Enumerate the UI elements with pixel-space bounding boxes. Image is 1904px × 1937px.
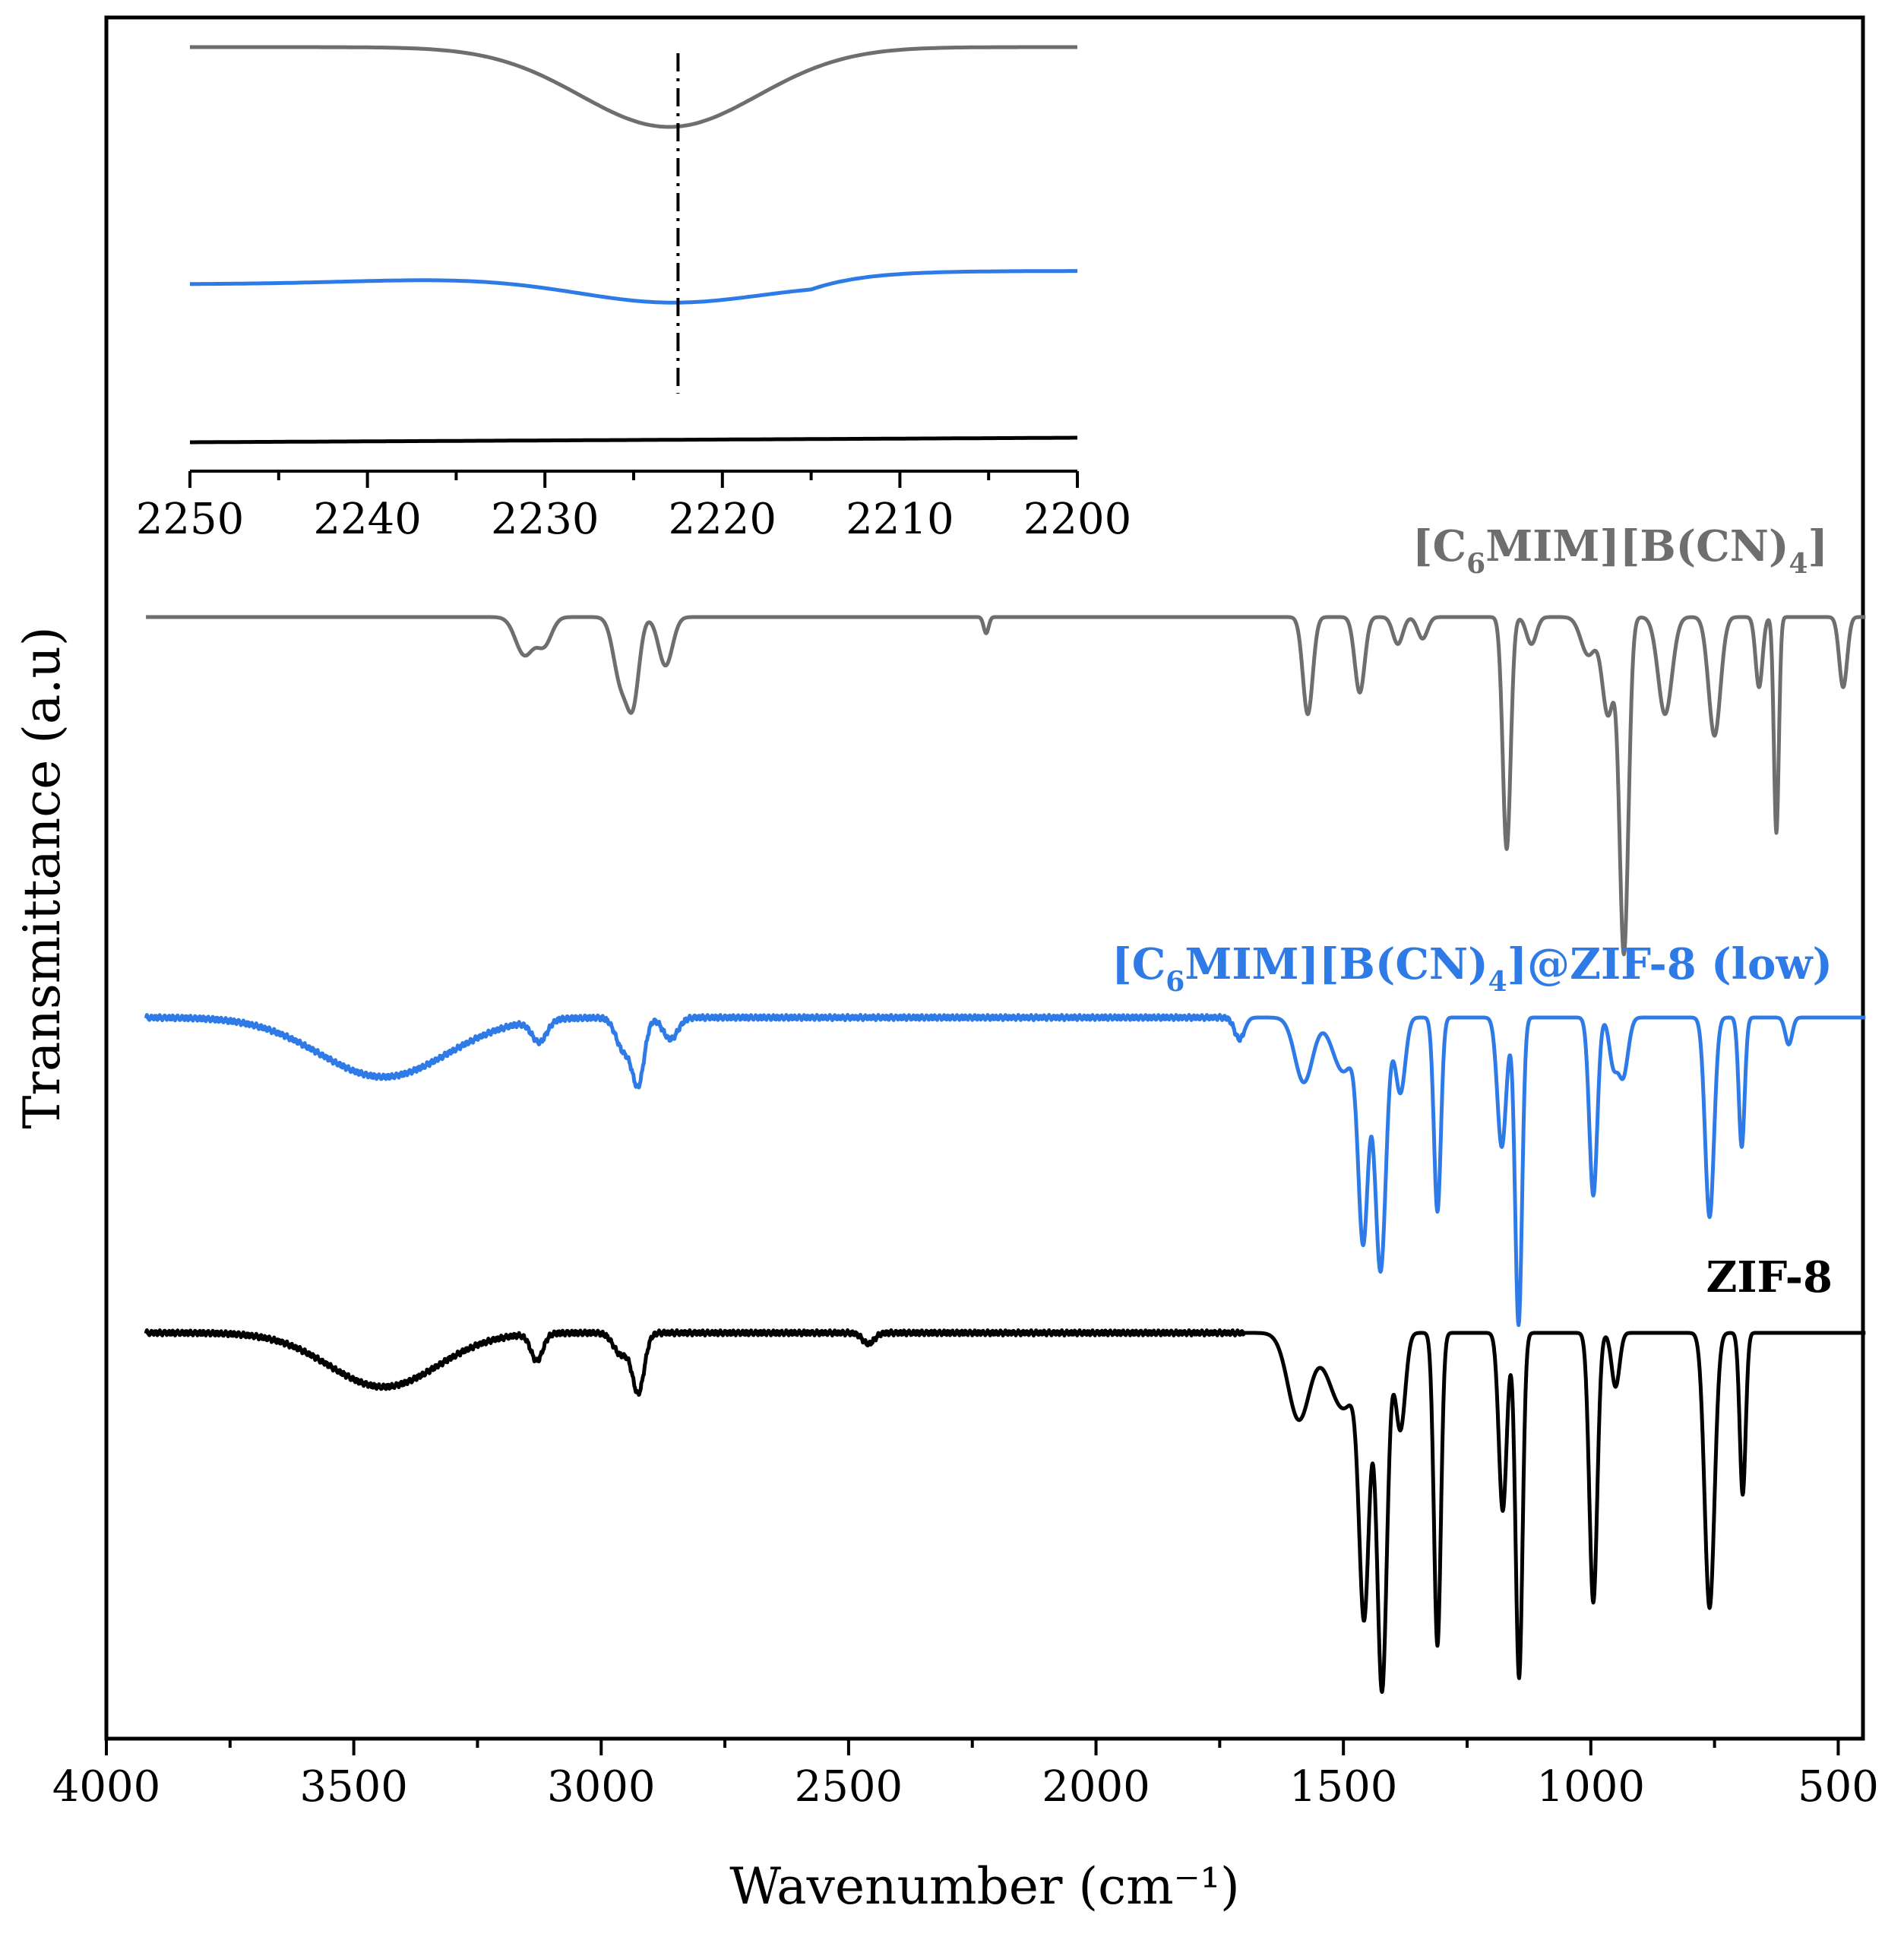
x-tick-label: 500 — [1798, 1762, 1879, 1812]
series-line-2 — [144, 1328, 1868, 1695]
x-tick-label: 4000 — [52, 1762, 161, 1812]
inset-tick-label: 2240 — [313, 495, 422, 544]
inset-series-line-2 — [190, 435, 1077, 445]
inset-tick-label: 2230 — [491, 495, 599, 544]
inset-tick-label: 2220 — [669, 495, 777, 544]
series-label-zif8: ZIF-8 — [1706, 1252, 1833, 1302]
main-series-group — [144, 615, 1868, 1695]
series-line-1 — [144, 1013, 1868, 1328]
inset-chart: 2250 2240 2230 2220 2210 2200 — [136, 45, 1132, 544]
y-axis-title: Transmittance (a.u) — [13, 626, 71, 1128]
series-line-0 — [144, 615, 1868, 957]
x-tick-label: 2000 — [1042, 1762, 1150, 1812]
x-tick-label: 3000 — [547, 1762, 656, 1812]
inset-series-line-1 — [190, 269, 1077, 305]
x-tick-label: 2500 — [795, 1762, 903, 1812]
x-tick-label: 1000 — [1537, 1762, 1646, 1812]
inset-x-ticks: 2250 2240 2230 2220 2210 2200 — [136, 471, 1132, 544]
inset-tick-label: 2250 — [136, 495, 245, 544]
inset-tick-label: 2200 — [1023, 495, 1132, 544]
x-tick-label: 1500 — [1289, 1762, 1398, 1812]
plot-frame — [104, 15, 1865, 1741]
x-tick-label: 3500 — [299, 1762, 408, 1812]
x-axis-title: Wavenumber (cm⁻¹) — [729, 1857, 1240, 1916]
inset-series-group — [190, 45, 1077, 445]
series-label-composite: [C6MIM][B(CN)4]@ZIF-8 (low) — [1112, 939, 1833, 998]
inset-series-line-0 — [190, 45, 1077, 129]
inset-tick-label: 2210 — [846, 495, 954, 544]
series-label-il: [C6MIM][B(CN)4] — [1412, 521, 1828, 580]
x-axis-ticks: 4000 3500 3000 2500 2000 1500 1000 500 — [52, 1739, 1879, 1812]
